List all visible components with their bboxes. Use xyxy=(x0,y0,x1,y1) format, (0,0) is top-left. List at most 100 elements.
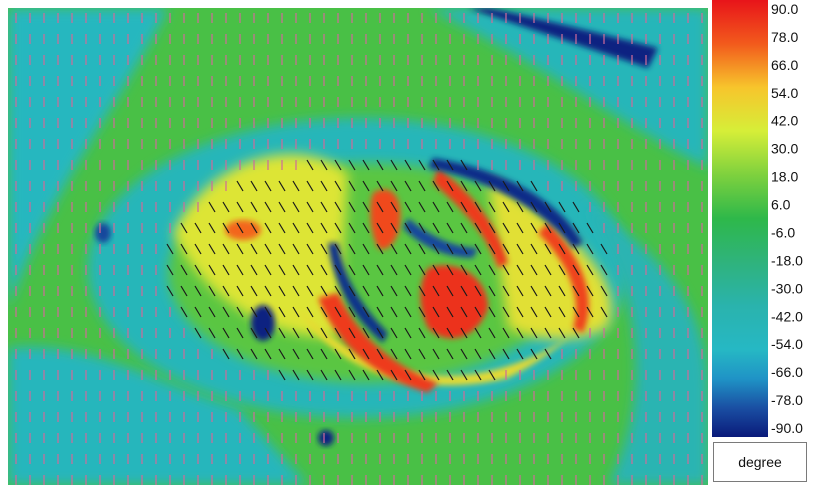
vector-arrow xyxy=(362,243,370,255)
heat-arc-red-upper xyxy=(433,168,508,268)
colorbar-unit-label: degree xyxy=(713,442,807,482)
vector-arrow xyxy=(278,285,286,297)
vector-arrow xyxy=(250,222,258,234)
vector-arrow xyxy=(348,159,356,171)
vector-arrow xyxy=(530,180,538,192)
vector-arrow xyxy=(264,243,272,255)
vector-arrow xyxy=(376,243,384,255)
colorbar-tick-label: -78.0 xyxy=(771,392,803,408)
colorbar-ticks: 90.0 78.0 66.0 54.0 42.0 30.0 18.0 6.0 -6.0 -18.0… xyxy=(771,1,803,436)
vector-arrow xyxy=(376,159,384,171)
vector-arrow xyxy=(418,222,426,234)
vector-arrow xyxy=(320,159,328,171)
vector-arrow xyxy=(236,243,244,255)
vector-arrow xyxy=(306,180,314,192)
vector-arrow xyxy=(446,327,454,339)
vector-arrow xyxy=(292,369,300,381)
vector-arrow xyxy=(208,264,216,276)
vector-arrow xyxy=(348,222,356,234)
vector-arrow xyxy=(320,285,328,297)
vector-arrow xyxy=(530,264,538,276)
heat-arc-blue-left xyxy=(328,243,388,343)
vector-arrow xyxy=(334,264,342,276)
vector-arrow xyxy=(516,306,524,318)
vector-arrow xyxy=(418,348,426,360)
vector-arrow xyxy=(348,285,356,297)
vector-arrow xyxy=(586,222,594,234)
colorbar-tick-label: 30.0 xyxy=(771,141,798,157)
vector-arrow xyxy=(390,222,398,234)
vector-arrow xyxy=(264,306,272,318)
vector-arrow xyxy=(362,222,370,234)
vector-arrow xyxy=(292,180,300,192)
vector-arrow xyxy=(404,222,412,234)
vector-arrow xyxy=(362,348,370,360)
vector-arrow xyxy=(474,180,482,192)
vector-arrow xyxy=(348,327,356,339)
vector-arrow xyxy=(544,201,552,213)
vector-arrow xyxy=(404,285,412,297)
vector-arrow xyxy=(264,327,272,339)
vector-arrow xyxy=(320,306,328,318)
vector-arrow xyxy=(516,222,524,234)
vector-arrow xyxy=(292,285,300,297)
vector-arrow xyxy=(334,285,342,297)
vector-arrow xyxy=(446,348,454,360)
vector-arrow xyxy=(236,180,244,192)
vector-arrow xyxy=(530,243,538,255)
vector-arrow xyxy=(460,285,468,297)
vector-arrow xyxy=(236,348,244,360)
vector-arrow xyxy=(446,369,454,381)
vector-arrow xyxy=(502,327,510,339)
vector-arrow xyxy=(236,306,244,318)
vector-arrow xyxy=(432,327,440,339)
heat-region-yellow-bottom xyxy=(298,308,568,386)
heat-blob-blue-bottom xyxy=(318,430,334,446)
vector-arrow xyxy=(418,369,426,381)
vector-arrow xyxy=(166,285,174,297)
colorbar-tick-label: -42.0 xyxy=(771,308,803,324)
vector-arrow xyxy=(348,180,356,192)
vector-arrow xyxy=(446,180,454,192)
vector-arrow xyxy=(362,159,370,171)
vector-arrow xyxy=(334,243,342,255)
vector-arrow xyxy=(404,159,412,171)
vector-arrow xyxy=(488,348,496,360)
vector-arrow xyxy=(376,327,384,339)
vector-arrow xyxy=(194,327,202,339)
vector-arrow xyxy=(250,264,258,276)
vector-arrow xyxy=(432,180,440,192)
vector-arrow xyxy=(278,180,286,192)
vector-arrow xyxy=(278,264,286,276)
vector-arrow xyxy=(180,264,188,276)
vector-arrow xyxy=(278,327,286,339)
vector-arrow xyxy=(488,327,496,339)
vector-arrow xyxy=(488,285,496,297)
vector-arrow xyxy=(418,243,426,255)
vector-arrow xyxy=(222,222,230,234)
colorbar-gradient xyxy=(712,0,768,437)
vector-arrow xyxy=(250,348,258,360)
vector-arrow xyxy=(600,264,608,276)
vector-arrow xyxy=(376,222,384,234)
heat-streak-blue-top xyxy=(468,8,658,68)
vector-arrow xyxy=(222,264,230,276)
colorbar-tick-label: -66.0 xyxy=(771,364,803,380)
heat-arc-blue-top xyxy=(428,158,583,248)
heat-region-yellow-left xyxy=(173,154,348,338)
vector-arrow xyxy=(586,306,594,318)
vector-arrow xyxy=(502,264,510,276)
vector-arrow xyxy=(418,264,426,276)
vector-arrow xyxy=(404,306,412,318)
heat-region-teal-right xyxy=(588,208,708,485)
vector-arrow xyxy=(530,306,538,318)
vector-arrow xyxy=(446,285,454,297)
heat-arc-red-right xyxy=(538,223,589,333)
vector-arrow xyxy=(362,201,370,213)
vector-arrow xyxy=(390,264,398,276)
vector-arrow xyxy=(418,306,426,318)
vector-arrow xyxy=(362,285,370,297)
vector-arrow xyxy=(390,180,398,192)
vector-arrow xyxy=(362,180,370,192)
vector-arrow xyxy=(460,201,468,213)
